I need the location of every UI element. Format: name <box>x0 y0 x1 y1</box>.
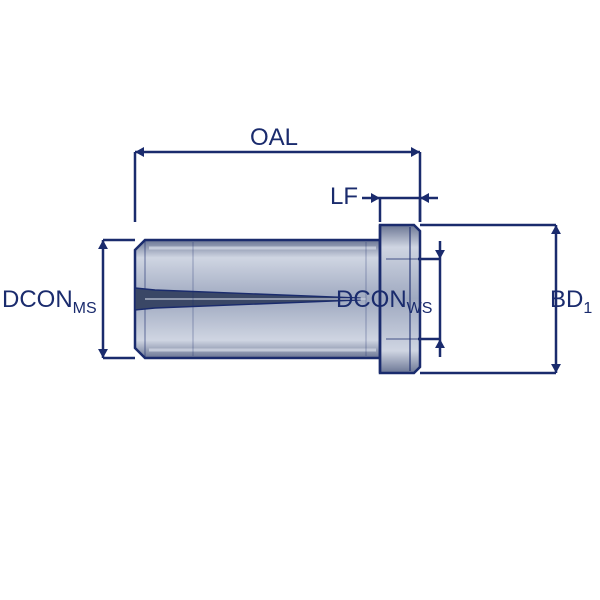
label-dcon-ws: DCONWS <box>336 286 432 318</box>
label-dcon-ms: DCONMS <box>2 286 97 318</box>
label-dcon-ms-text: DCON <box>2 286 73 313</box>
label-lf: LF <box>330 183 358 215</box>
label-dcon-ms-sub: MS <box>73 300 97 317</box>
label-bd1: BD1 <box>550 286 592 318</box>
label-lf-text: LF <box>330 183 358 210</box>
label-dcon-ws-text: DCON <box>336 286 407 313</box>
label-dcon-ws-sub: WS <box>407 300 433 317</box>
label-oal: OAL <box>250 124 298 156</box>
label-bd1-text: BD <box>550 286 583 313</box>
label-bd1-sub: 1 <box>583 300 592 317</box>
label-oal-text: OAL <box>250 124 298 151</box>
